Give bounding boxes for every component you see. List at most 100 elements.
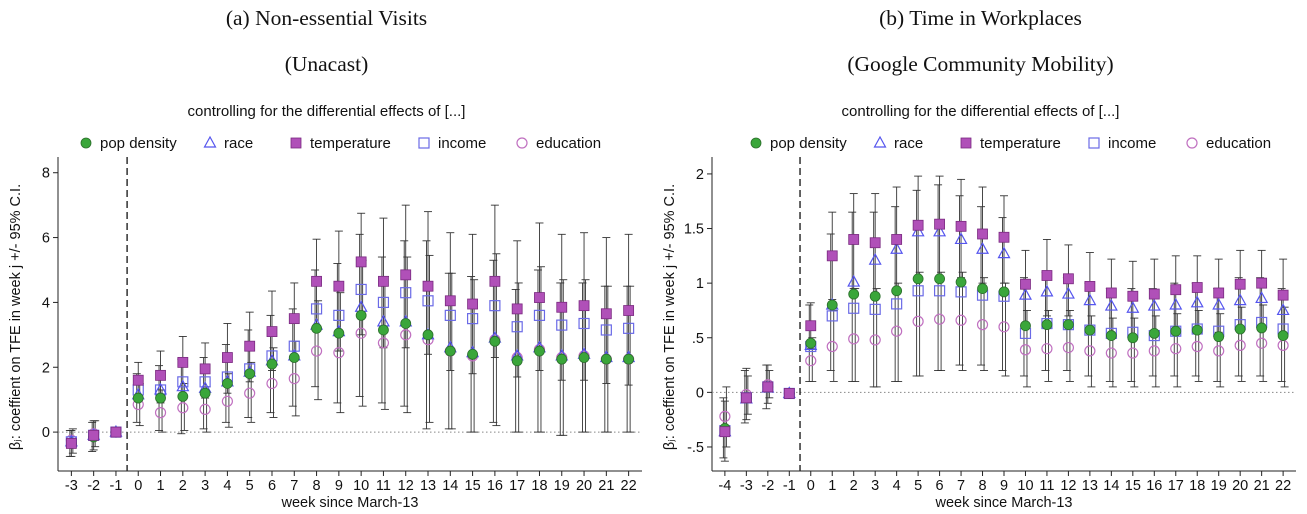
data-point [933,313,946,325]
data-point [1213,345,1225,357]
data-point [1147,298,1161,311]
data-point [783,388,795,399]
ci-group [720,175,1288,462]
x-tick-label: 18 [1189,478,1205,494]
data-point [1234,339,1246,351]
x-tick-label: 7 [290,478,298,494]
data-point [805,355,817,367]
legend-item: temperature [960,135,1061,152]
chart-subtitle: (Google Community Mobility) [847,52,1114,76]
x-axis-label: week since March-13 [281,495,419,511]
data-point [1190,295,1204,308]
series-race [64,300,636,447]
x-tick-label: 19 [1211,478,1227,494]
x-tick-label: 16 [1146,478,1162,494]
y-tick-label: 4 [42,295,50,311]
data-point [1191,282,1203,293]
data-point [199,403,211,415]
chart-subtitle: (Unacast) [284,52,369,76]
data-point [244,340,256,352]
data-point [1104,298,1118,311]
data-point [1041,270,1053,281]
legend-marker [1186,137,1198,149]
data-point [1062,341,1075,354]
data-point [422,295,434,307]
x-tick-label: 21 [1254,478,1270,494]
legend-item: pop density [750,135,847,152]
x-tick-label: 4 [893,478,901,494]
x-tick-label: 22 [621,478,637,494]
x-tick-label: 1 [156,478,164,494]
legend-item: income [418,135,486,152]
data-point [805,320,817,332]
x-tick-label: 16 [487,478,503,494]
x-tick-label: 17 [1168,478,1184,494]
data-point [333,347,345,359]
x-tick-label: 21 [598,478,614,494]
x-tick-label: 14 [1103,478,1119,494]
data-point [890,242,904,254]
series-education [65,327,635,446]
data-point [467,348,478,360]
legend-label: pop density [100,135,177,152]
data-point [177,402,189,414]
data-point [869,334,881,346]
data-point [1256,322,1268,334]
data-point [333,309,345,321]
data-point [222,378,233,389]
data-point [65,438,77,449]
data-point [155,392,166,404]
data-point [976,242,990,254]
series-pop-density [719,273,1289,434]
x-tick-label: -4 [718,478,731,494]
x-tick-label: 9 [1000,478,1008,494]
data-point [1105,287,1117,299]
data-point [1127,332,1139,344]
data-point [869,290,881,302]
legend-label: education [536,135,601,152]
x-tick-label: 10 [1017,478,1033,494]
data-point [310,303,323,315]
legend-label: race [224,135,253,152]
x-tick-label: 3 [871,478,879,494]
data-point [934,218,945,230]
y-tick-label: 2 [42,360,50,376]
data-point [848,302,860,314]
data-point [355,256,367,268]
y-tick-label: -.5 [687,440,704,456]
data-point [177,391,189,402]
legend-marker [750,137,762,149]
data-point [556,319,568,331]
ci-group [719,184,1286,459]
data-point [355,309,367,321]
x-tick-label: 20 [576,478,592,494]
x-tick-label: 8 [313,478,321,494]
data-point [1041,343,1053,355]
legend-marker [290,137,302,149]
chart-b-plot: pop density race temperature income educatio… [662,135,1296,511]
data-point [534,345,545,357]
data-point [826,340,838,353]
data-point [933,224,947,237]
data-point [199,363,211,375]
data-point [266,358,278,370]
ci-group [68,253,635,454]
data-point [467,298,478,310]
chart-a-plot: pop density race temperature income educatio… [8,135,642,511]
data-point [489,335,501,347]
data-point [400,329,412,341]
x-tick-label: -3 [740,478,753,494]
legend-marker [418,137,430,149]
data-point [556,353,568,365]
data-point [600,308,612,320]
x-tick-label: 0 [134,478,142,494]
data-point [954,232,968,245]
data-point [1191,340,1203,353]
x-tick-label: 20 [1232,478,1248,494]
data-point [378,275,389,287]
data-point [1170,284,1182,296]
data-point [1020,320,1031,332]
data-point [132,374,144,386]
data-point [444,309,456,321]
y-axis-label: βⱼ: coeffient on TFE in week j +/- 95% C… [662,184,678,450]
